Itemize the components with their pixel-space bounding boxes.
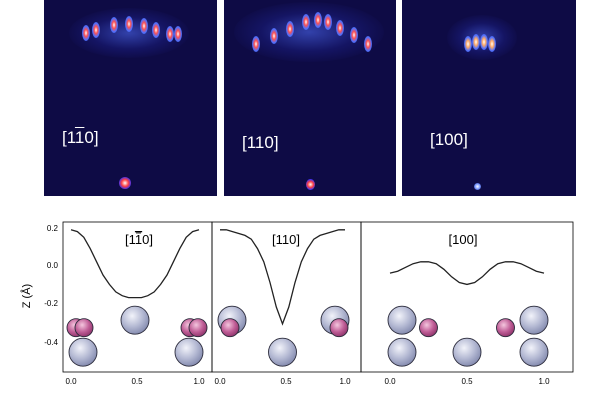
- x-tick-label: 0.0: [214, 377, 226, 386]
- small-atom: [188, 318, 208, 338]
- panel-label-110: [110]: [242, 133, 279, 152]
- diffraction-spot: [125, 16, 133, 32]
- y-tick-label: -0.2: [44, 299, 58, 308]
- diffraction-spot: [480, 34, 488, 50]
- specular-spot: [474, 183, 481, 190]
- large-atom: [387, 305, 417, 335]
- diffraction-spot: [110, 17, 118, 33]
- plot-title-100: [100]: [449, 232, 478, 247]
- large-atom: [68, 337, 98, 367]
- diffraction-spot: [464, 36, 472, 52]
- large-atom: [519, 337, 549, 367]
- diffraction-spot: [82, 25, 90, 41]
- x-tick-label: 0.5: [280, 377, 292, 386]
- large-atom: [387, 337, 417, 367]
- small-atom: [496, 318, 515, 338]
- y-tick-label: -0.4: [44, 338, 58, 347]
- x-tick-label: 1.0: [193, 377, 205, 386]
- diffraction-spot: [140, 18, 148, 34]
- x-tick-label: 0.0: [65, 377, 77, 386]
- small-atom: [419, 318, 438, 338]
- large-atom: [519, 305, 549, 335]
- x-tick-label: 1.0: [339, 377, 351, 386]
- diffraction-spot: [336, 20, 344, 36]
- potential-curve: [220, 229, 345, 326]
- y-axis-label: Z (Å): [20, 284, 33, 308]
- diffraction-panel-110: [110]: [224, 0, 396, 196]
- diffraction-spot: [364, 36, 372, 52]
- plot-frame-100: [360, 221, 574, 373]
- diffraction-spot: [302, 14, 310, 30]
- diffraction-spot: [270, 28, 278, 44]
- diffraction-spot: [324, 14, 332, 30]
- x-tick-label: 0.0: [384, 377, 396, 386]
- panel-label-100: [100]: [430, 130, 468, 149]
- large-atom: [120, 305, 150, 335]
- specular-spot: [306, 179, 315, 190]
- diffraction-spot: [174, 26, 182, 42]
- plot-title-110: [110]: [272, 232, 300, 247]
- small-atom: [74, 318, 94, 338]
- diffraction-spot: [472, 34, 480, 50]
- specular-spot: [119, 177, 131, 189]
- diffraction-spot: [314, 12, 322, 28]
- x-tick-label: 1.0: [538, 377, 550, 386]
- large-atom: [268, 337, 297, 367]
- y-tick-label: 0.2: [47, 224, 59, 233]
- diffraction-spot: [152, 22, 160, 38]
- plot-title-1-10: [110]: [125, 232, 153, 247]
- potential-curve: [389, 261, 545, 286]
- potential-curve: [70, 229, 200, 299]
- panel-label-1-10: [110]: [62, 128, 99, 147]
- small-atom: [220, 318, 240, 338]
- diffraction-spot: [92, 22, 100, 38]
- large-atom: [452, 337, 482, 367]
- diffraction-spot: [166, 26, 174, 42]
- diffraction-panel-100: [100]: [402, 0, 576, 196]
- diffraction-spot: [350, 27, 358, 43]
- diffraction-spot: [252, 36, 260, 52]
- large-atom: [174, 337, 204, 367]
- small-atom: [329, 318, 349, 338]
- x-tick-label: 0.5: [131, 377, 143, 386]
- diffraction-spot: [488, 36, 496, 52]
- diffraction-panel-1-10: [110]: [44, 0, 217, 196]
- x-tick-label: 0.5: [461, 377, 473, 386]
- y-tick-label: 0.0: [47, 261, 59, 270]
- diffraction-spot: [286, 21, 294, 37]
